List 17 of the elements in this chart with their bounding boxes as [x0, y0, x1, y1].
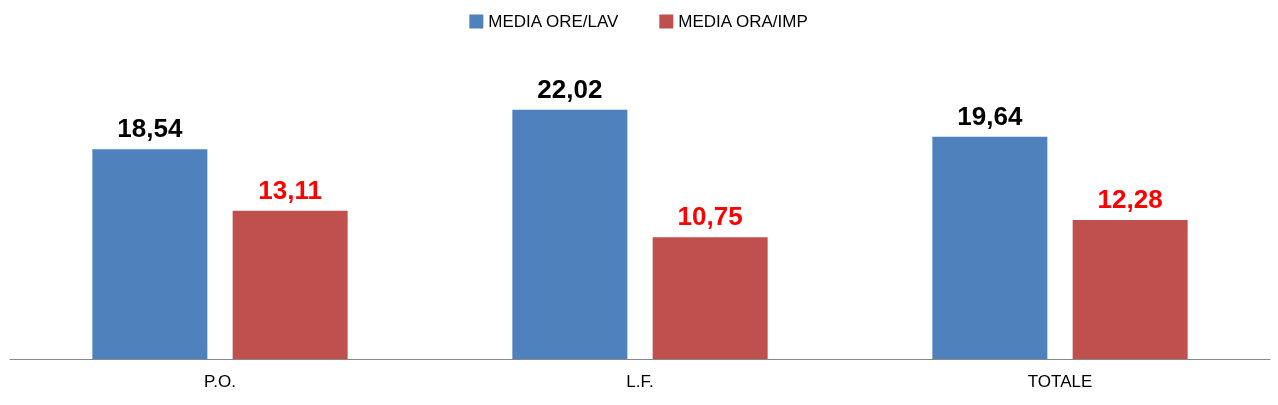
data-label: 18,54 [117, 113, 183, 144]
bar [1072, 220, 1188, 359]
legend-label: MEDIA ORE/LAV [488, 12, 620, 31]
data-label: 12,28 [1097, 184, 1163, 215]
bar [232, 210, 348, 359]
legend-label: MEDIA ORA/IMP [678, 12, 808, 31]
bar [652, 237, 768, 359]
data-label: 13,11 [258, 174, 322, 205]
x-tick-label: TOTALE [1027, 372, 1093, 391]
data-label: 19,64 [957, 100, 1023, 131]
x-tick-label: L.F. [626, 372, 654, 391]
bar [932, 136, 1048, 359]
bar [92, 149, 208, 359]
data-label: 22,02 [537, 73, 603, 104]
x-tick-label: P.O. [204, 372, 236, 391]
data-label: 10,75 [677, 201, 743, 232]
bar [512, 109, 628, 359]
